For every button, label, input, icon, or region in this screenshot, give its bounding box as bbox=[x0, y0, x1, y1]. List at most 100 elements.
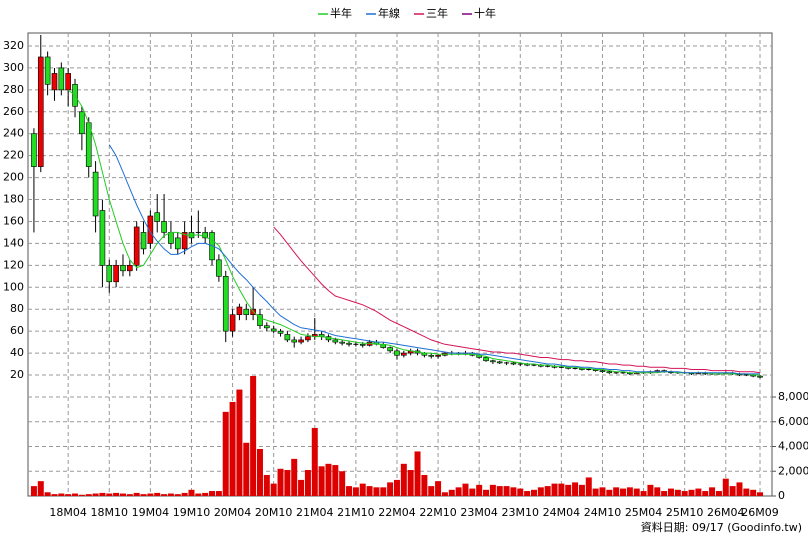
candle-body bbox=[120, 265, 126, 272]
candle-body bbox=[277, 330, 284, 334]
volume-bar bbox=[633, 488, 640, 496]
y-tick-label: 260 bbox=[3, 105, 24, 118]
y2-tick-label: 0 bbox=[778, 489, 785, 502]
y-tick-label: 160 bbox=[3, 214, 24, 227]
volume-bar bbox=[503, 486, 510, 496]
volume-bar bbox=[78, 494, 85, 496]
volume-bar bbox=[270, 483, 277, 496]
legend-label: 半年 bbox=[330, 6, 352, 20]
y-tick-label: 220 bbox=[3, 149, 24, 162]
volume-bar bbox=[37, 481, 44, 496]
volume-bar bbox=[346, 486, 353, 496]
x-tick-label: 19M04 bbox=[132, 506, 170, 519]
volume-bar bbox=[667, 488, 674, 496]
candle-body bbox=[44, 56, 51, 85]
volume-bar bbox=[380, 487, 387, 496]
candle-body bbox=[435, 354, 441, 357]
candle-body bbox=[305, 336, 311, 341]
volume-bar bbox=[291, 458, 298, 496]
volume-bar bbox=[332, 465, 339, 496]
x-tick-label: 22M10 bbox=[419, 506, 457, 519]
candle-body bbox=[216, 259, 222, 277]
volume-bar bbox=[359, 483, 366, 496]
volume-bar bbox=[222, 411, 229, 496]
legend-label: 十年 bbox=[474, 6, 496, 20]
candle-body bbox=[92, 171, 99, 217]
volume-bar bbox=[126, 494, 133, 496]
volume-bar bbox=[743, 488, 750, 496]
y2-tick-label: 8,000 bbox=[778, 390, 808, 403]
volume-bar bbox=[736, 482, 743, 496]
volume-bar bbox=[215, 491, 222, 496]
volume-bar bbox=[236, 389, 243, 496]
volume-bar bbox=[722, 478, 729, 496]
volume-bar bbox=[51, 494, 58, 496]
volume-bar bbox=[558, 483, 565, 496]
x-tick-label: 25M04 bbox=[625, 506, 663, 519]
y-tick-label: 40 bbox=[10, 346, 24, 359]
volume-bar bbox=[578, 484, 585, 496]
volume-bar bbox=[592, 488, 599, 496]
candle-body bbox=[127, 265, 133, 272]
volume-bar bbox=[551, 483, 558, 496]
volume-bar bbox=[565, 484, 572, 496]
y-tick-label: 200 bbox=[3, 171, 24, 184]
candle-body bbox=[510, 362, 517, 365]
volume-bar bbox=[154, 492, 161, 496]
volume-bar bbox=[352, 487, 359, 496]
volume-bar bbox=[113, 492, 120, 496]
volume-bar bbox=[366, 486, 373, 496]
candle-body bbox=[79, 111, 85, 135]
volume-bar bbox=[250, 375, 257, 496]
candle-body bbox=[236, 306, 243, 315]
volume-bar bbox=[647, 484, 654, 496]
volume-bar bbox=[530, 489, 537, 496]
ma-line bbox=[273, 226, 761, 374]
y-tick-label: 300 bbox=[3, 61, 24, 74]
volume-bar bbox=[373, 487, 380, 496]
volume-bar bbox=[325, 463, 332, 496]
volume-bar bbox=[674, 489, 681, 496]
y-tick-label: 180 bbox=[3, 193, 24, 206]
candle-body bbox=[483, 357, 489, 362]
volume-bar bbox=[400, 463, 407, 496]
candle-body bbox=[599, 370, 606, 373]
volume-bar bbox=[133, 492, 140, 496]
volume-bar bbox=[702, 491, 709, 496]
volume-bar bbox=[469, 488, 476, 496]
volume-bar bbox=[161, 494, 168, 496]
y-tick-label: 60 bbox=[10, 324, 24, 337]
volume-bar bbox=[626, 487, 633, 496]
candle-body bbox=[394, 350, 400, 356]
volume-bar bbox=[640, 491, 647, 496]
candle-body bbox=[174, 237, 181, 250]
candle-body bbox=[339, 341, 345, 344]
legend: 半年 年線 三年 十年 bbox=[318, 6, 496, 20]
y-tick-label: 100 bbox=[3, 280, 24, 293]
volume-bar bbox=[620, 488, 627, 496]
x-tick-label: 23M10 bbox=[502, 506, 540, 519]
volume-bar bbox=[393, 479, 400, 496]
volume-bar bbox=[256, 448, 263, 496]
y-tick-label: 20 bbox=[10, 368, 24, 381]
volume-bar bbox=[421, 474, 428, 496]
volume-bar bbox=[613, 487, 620, 496]
candle-body bbox=[154, 212, 161, 222]
x-tick-label: 26M04 bbox=[707, 506, 745, 519]
x-tick-label: 26M09 bbox=[741, 506, 779, 519]
volume-bar bbox=[585, 477, 592, 496]
x-tick-label: 18M10 bbox=[91, 506, 129, 519]
volume-bar bbox=[167, 493, 174, 496]
candle-body bbox=[359, 343, 366, 346]
volume-bar bbox=[304, 470, 311, 496]
candle-body bbox=[606, 371, 613, 374]
y-tick-label: 240 bbox=[3, 127, 24, 140]
x-tick-label: 22M04 bbox=[378, 506, 416, 519]
y-tick-label: 120 bbox=[3, 258, 24, 271]
volume-bar bbox=[455, 487, 462, 496]
volume-bar bbox=[681, 491, 688, 496]
x-tick-label: 21M04 bbox=[296, 506, 334, 519]
candle-body bbox=[51, 73, 58, 91]
volume-bar bbox=[181, 492, 188, 496]
